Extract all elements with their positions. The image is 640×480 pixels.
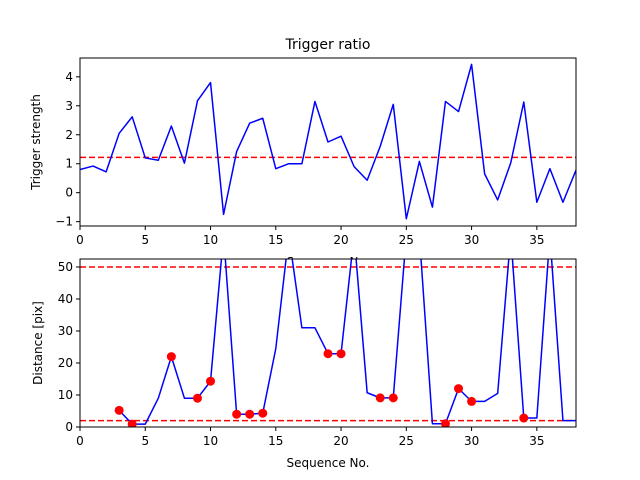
y-tick-label: 30: [58, 324, 73, 338]
x-tick-label: 35: [529, 233, 544, 247]
y-tick-label: 50: [58, 260, 73, 274]
plot-frame: [79, 57, 577, 227]
x-tick-label: 10: [203, 233, 218, 247]
x-tick-label: 25: [399, 233, 414, 247]
x-tick-label: 0: [76, 233, 84, 247]
y-tick-label: 2: [65, 128, 73, 142]
threshold-lines: [80, 266, 576, 422]
x-tick-label: 0: [76, 434, 84, 448]
x-tick-label: 20: [333, 434, 348, 448]
data-point: [375, 393, 385, 403]
y-tick-label: 0: [65, 420, 73, 434]
data-point: [166, 352, 176, 362]
series-line: [80, 63, 576, 220]
x-tick-label: 30: [464, 233, 479, 247]
plot-frame: [79, 258, 577, 428]
data-point: [245, 409, 255, 419]
series-group: [80, 63, 576, 220]
x-axis-ticks: 0 5 10 15 20 25 30 35: [76, 427, 544, 448]
y-tick-label: 10: [58, 388, 73, 402]
data-point: [454, 384, 464, 394]
data-point: [232, 409, 242, 419]
data-point: [323, 349, 333, 359]
plot-background: [80, 259, 576, 427]
x-tick-label: 15: [268, 233, 283, 247]
data-point: [258, 408, 268, 418]
data-point: [336, 349, 346, 359]
data-point: [206, 376, 216, 386]
y-tick-label: 0: [65, 186, 73, 200]
data-point: [114, 405, 124, 415]
y-tick-label: 4: [65, 70, 73, 84]
data-point: [192, 393, 202, 403]
y-axis-label: Distance [pix]: [31, 301, 45, 385]
x-axis-ticks: 0 5 10 15 20 25 30 35: [76, 226, 544, 247]
y-tick-label: −1: [55, 215, 73, 229]
data-point: [519, 413, 529, 423]
data-point: [440, 419, 450, 427]
x-tick-label: 25: [399, 434, 414, 448]
chart-title: Trigger ratio: [284, 37, 370, 53]
series-group: [114, 259, 576, 427]
y-axis-ticks: 0 10 20 30 40 50: [58, 260, 80, 434]
y-tick-label: 40: [58, 292, 73, 306]
y-tick-label: 3: [65, 99, 73, 113]
x-tick-label: 30: [464, 434, 479, 448]
x-axis-label: Sequence No.: [287, 456, 370, 470]
y-axis-ticks: −1 0 1 2 3 4: [55, 70, 80, 229]
x-tick-label: 5: [141, 233, 149, 247]
y-axis-label: Trigger strength: [29, 94, 43, 191]
data-point: [127, 419, 137, 427]
y-tick-label: 20: [58, 356, 73, 370]
data-point: [467, 396, 477, 406]
data-point: [388, 393, 398, 403]
x-tick-label: 5: [141, 434, 149, 448]
x-tick-label: 15: [268, 434, 283, 448]
x-tick-label: 10: [203, 434, 218, 448]
x-tick-label: 20: [333, 233, 348, 247]
y-tick-label: 1: [65, 157, 73, 171]
x-tick-label: 35: [529, 434, 544, 448]
